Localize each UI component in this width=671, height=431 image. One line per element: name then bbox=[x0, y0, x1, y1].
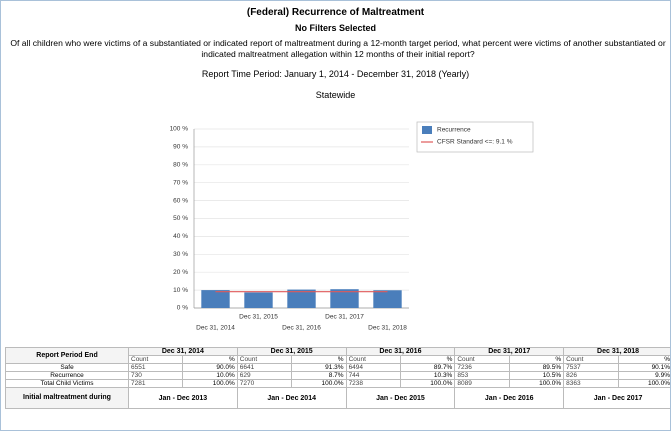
x-tick-label: Dec 31, 2018 bbox=[368, 325, 407, 332]
table-cell: 10.3% bbox=[399, 371, 456, 380]
y-tick-label: 50 % bbox=[173, 215, 188, 222]
table-row: Initial maltreatment during Jan - Dec 201… bbox=[5, 387, 670, 409]
table-cell: 6494 bbox=[345, 363, 401, 372]
y-tick-label: 70 % bbox=[173, 179, 188, 186]
table-cell: Jan - Dec 2015 bbox=[345, 387, 456, 409]
x-tick-label: Dec 31, 2014 bbox=[196, 325, 235, 332]
table-cell: 7270 bbox=[236, 379, 293, 388]
table-cell: 8363 bbox=[563, 379, 619, 388]
row-label: Total Child Victims bbox=[5, 379, 129, 388]
period: Report Time Period: January 1, 2014 - De… bbox=[201, 69, 470, 79]
row-label: Initial maltreatment during bbox=[5, 387, 129, 409]
x-tick-label: Dec 31, 2015 bbox=[239, 314, 278, 321]
column-header: Dec 31, 2018 bbox=[563, 347, 670, 356]
sub-header: Count bbox=[345, 355, 401, 364]
table-cell: 89.7% bbox=[399, 363, 456, 372]
table-cell: 9.9% bbox=[617, 371, 670, 380]
sub-header: Count bbox=[454, 355, 510, 364]
question: Of all children who were victims of a su… bbox=[10, 38, 666, 59]
table-cell: 7236 bbox=[454, 363, 510, 372]
table-cell: 8.7% bbox=[291, 371, 347, 380]
table-cell: 853 bbox=[454, 371, 510, 380]
table-cell: 6641 bbox=[236, 363, 293, 372]
table-cell: 100.0% bbox=[508, 379, 565, 388]
table-cell: 7281 bbox=[127, 379, 184, 388]
table-cell: 89.5% bbox=[508, 363, 565, 372]
table-cell: 7238 bbox=[345, 379, 401, 388]
table-cell: 91.3% bbox=[291, 363, 347, 372]
column-header: Dec 31, 2016 bbox=[345, 347, 456, 356]
y-tick-label: 10 % bbox=[173, 287, 188, 294]
table-row: Total Child Victims 7281 100.0% 7270 100.0% 7… bbox=[5, 379, 670, 388]
y-tick-label: 80 % bbox=[173, 162, 188, 169]
sub-header: % bbox=[617, 355, 670, 364]
table-cell: Jan - Dec 2013 bbox=[128, 387, 238, 409]
table-cell: 826 bbox=[563, 371, 619, 380]
legend-label: CFSR Standard <=: 9.1 % bbox=[437, 139, 513, 146]
corner-header: Report Period End bbox=[5, 347, 129, 364]
y-tick-label: 30 % bbox=[173, 251, 188, 258]
y-tick-label: 40 % bbox=[173, 233, 188, 240]
y-tick-label: 60 % bbox=[173, 197, 188, 204]
sub-header: Count bbox=[563, 355, 619, 364]
column-header: Dec 31, 2017 bbox=[454, 347, 565, 356]
row-label: Recurrence bbox=[5, 371, 129, 380]
bar bbox=[201, 290, 230, 308]
legend-swatch bbox=[422, 126, 432, 134]
row-label: Safe bbox=[5, 363, 129, 372]
filters: No Filters Selected bbox=[294, 23, 377, 33]
table-cell: 730 bbox=[127, 371, 184, 380]
column-header: Dec 31, 2015 bbox=[236, 347, 347, 356]
table-row: Safe 6551 90.0% 6641 91.3% 6494 89.7% 7236 89.5%… bbox=[5, 363, 670, 372]
table-row: Count% Count% Count% Count% Count% bbox=[6, 355, 670, 364]
sub-header: Count bbox=[236, 355, 293, 364]
bar bbox=[373, 290, 402, 308]
table-cell: 10.5% bbox=[508, 371, 565, 380]
table-cell: 8089 bbox=[454, 379, 510, 388]
bar bbox=[244, 292, 273, 308]
table-cell: 744 bbox=[345, 371, 401, 380]
y-tick-label: 100 % bbox=[170, 126, 189, 133]
sub-header: % bbox=[399, 355, 456, 364]
chart: 0 % 10 % 20 % 30 % 40 % 50 % 60 % 70 % 80 % 90 % 1… bbox=[170, 121, 534, 332]
column-header: Dec 31, 2014 bbox=[128, 347, 238, 356]
table-cell: 10.0% bbox=[182, 371, 238, 380]
x-tick-label: Dec 31, 2017 bbox=[325, 314, 364, 321]
table-cell: 629 bbox=[236, 371, 293, 380]
y-tick-label: 90 % bbox=[173, 144, 188, 151]
table-row: Recurrence 730 10.0% 629 8.7% 744 10.3% 853 10.5… bbox=[5, 371, 670, 380]
sub-header: % bbox=[182, 355, 238, 364]
table-cell: 90.1% bbox=[617, 363, 670, 372]
y-tick-label: 0 % bbox=[177, 305, 188, 312]
scope: Statewide bbox=[315, 90, 356, 100]
table-cell: Jan - Dec 2014 bbox=[236, 387, 347, 409]
table-cell: 100.0% bbox=[291, 379, 347, 388]
x-tick-label: Dec 31, 2016 bbox=[282, 325, 321, 332]
y-tick-label: 20 % bbox=[173, 269, 188, 276]
sub-header: % bbox=[508, 355, 565, 364]
sub-header: Count bbox=[127, 355, 184, 364]
table-cell: Jan - Dec 2016 bbox=[454, 387, 565, 409]
bar bbox=[330, 289, 359, 308]
table-cell: 6551 bbox=[127, 363, 184, 372]
sub-header: % bbox=[291, 355, 347, 364]
legend-label: Recurrence bbox=[437, 127, 471, 134]
table-cell: 100.0% bbox=[182, 379, 238, 388]
legend-box bbox=[416, 121, 534, 153]
report-title: (Federal) Recurrence of Maltreatment bbox=[246, 7, 425, 18]
table-cell: 100.0% bbox=[399, 379, 456, 388]
table-cell: Jan - Dec 2017 bbox=[563, 387, 670, 409]
table-row: Report Period End Dec 31, 2014 Dec 31, 201… bbox=[5, 347, 670, 364]
data-table: Report Period End Dec 31, 2014 Dec 31, 201… bbox=[5, 347, 670, 409]
bar bbox=[287, 289, 316, 308]
table-cell: 90.0% bbox=[182, 363, 238, 372]
table-cell: 7537 bbox=[563, 363, 619, 372]
table-cell: 100.0% bbox=[617, 379, 670, 388]
